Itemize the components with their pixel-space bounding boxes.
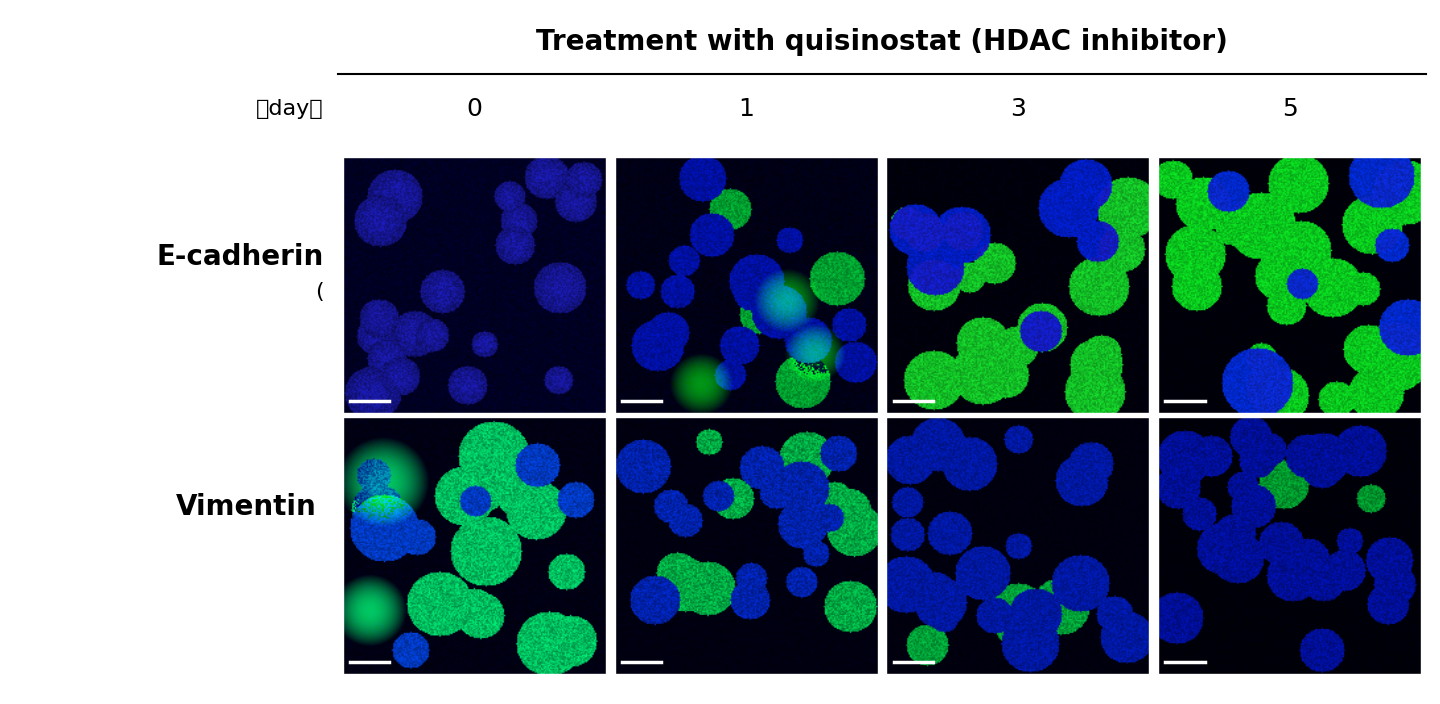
Text: 5: 5 (1282, 97, 1297, 121)
Text: 0: 0 (467, 97, 482, 121)
Text: 3: 3 (1009, 97, 1025, 121)
Text: E-cadherin: E-cadherin (157, 243, 324, 271)
Text: 1: 1 (739, 97, 755, 121)
Text: (: ( (315, 282, 324, 302)
Text: Treatment with quisinostat (HDAC inhibitor): Treatment with quisinostat (HDAC inhibit… (536, 28, 1228, 56)
Text: （day）: （day） (256, 99, 324, 119)
Text: Vimentin: Vimentin (176, 493, 317, 521)
